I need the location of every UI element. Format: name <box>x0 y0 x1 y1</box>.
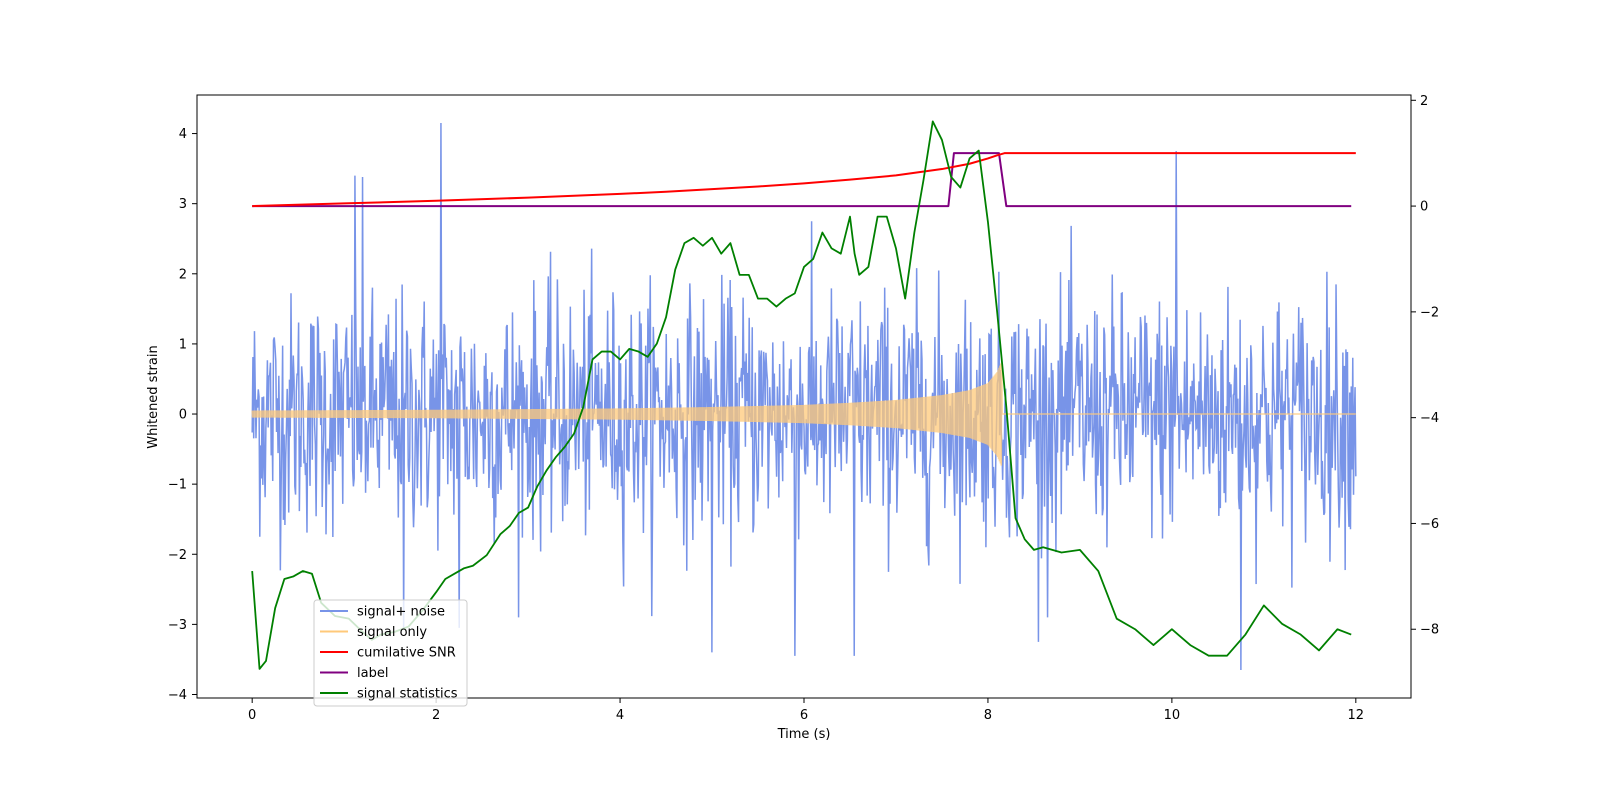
y-tick-label: −2 <box>168 548 187 563</box>
legend-label: signal only <box>357 625 427 640</box>
y-tick-label: 2 <box>179 267 187 282</box>
y-tick-label: 3 <box>179 197 187 212</box>
y-axis-label: Whitened strain <box>146 345 161 448</box>
legend: signal+ noise signal only cumilative SNR la… <box>313 599 468 707</box>
y-tick-label: −4 <box>168 688 187 703</box>
series-layer <box>251 120 1357 670</box>
legend-label: signal statistics <box>357 687 458 702</box>
x-tick-label: 2 <box>432 708 440 723</box>
y-tick-label: 1 <box>179 337 187 352</box>
series-signal-statistics <box>251 120 1352 670</box>
y-tick-label: −3 <box>168 618 187 633</box>
series-signal-plus-noise <box>251 123 1357 670</box>
legend-label: label <box>357 666 388 681</box>
series-cumilative-snr <box>252 152 1356 208</box>
y-axis-left: −4 −3 −2 −1 0 1 2 3 4 <box>168 127 197 703</box>
y-axis-right: −8 −6 −4 −2 0 2 <box>1411 94 1439 638</box>
y2-tick-label: 0 <box>1420 200 1428 215</box>
x-axis-label: Time (s) <box>777 727 831 742</box>
x-tick-label: 12 <box>1348 708 1365 723</box>
legend-box <box>313 599 468 707</box>
y2-tick-label: −4 <box>1420 411 1439 426</box>
y-tick-label: 4 <box>179 127 187 142</box>
legend-label: signal+ noise <box>357 605 445 620</box>
x-tick-label: 10 <box>1164 708 1181 723</box>
y2-tick-label: −2 <box>1420 305 1439 320</box>
y-tick-label: 0 <box>179 408 187 423</box>
x-tick-label: 8 <box>984 708 992 723</box>
x-tick-label: 4 <box>616 708 624 723</box>
series-signal-only <box>251 361 1356 466</box>
x-tick-label: 6 <box>800 708 808 723</box>
y2-tick-label: −6 <box>1420 517 1439 532</box>
y2-tick-label: 2 <box>1420 94 1428 109</box>
y-tick-label: −1 <box>168 478 187 493</box>
legend-label: cumilative SNR <box>357 646 456 661</box>
x-tick-label: 0 <box>248 708 256 723</box>
y2-tick-label: −8 <box>1420 623 1439 638</box>
